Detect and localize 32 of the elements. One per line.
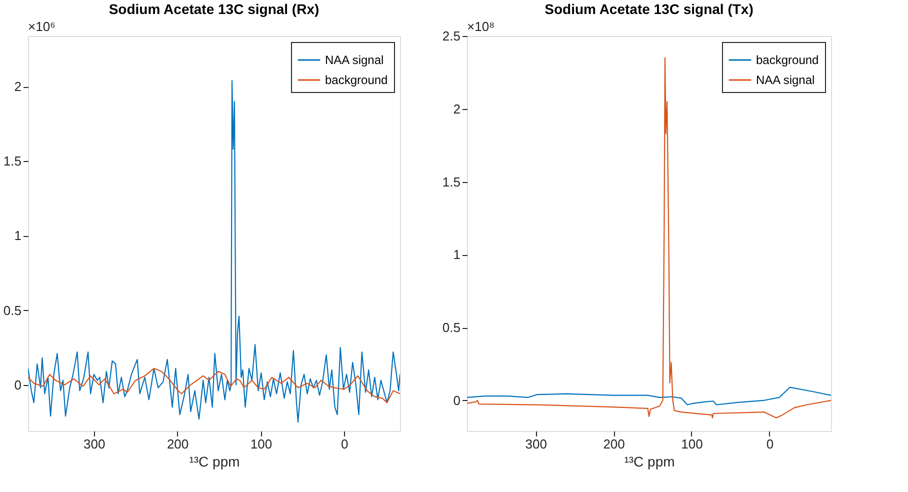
- legend-label: background: [756, 53, 819, 67]
- y-tick-label: 1.5: [3, 154, 22, 169]
- chart-title: Sodium Acetate 13C signal (Tx): [544, 1, 754, 17]
- line-series: [467, 57, 831, 418]
- text: ×10⁸: [467, 19, 495, 34]
- y-tick-label: 2: [14, 79, 22, 94]
- line-series: [467, 386, 831, 406]
- x-axis-title: ¹³C ppm: [624, 454, 675, 470]
- x-tick-label: 300: [84, 436, 106, 452]
- y-tick-label: 0.5: [442, 320, 460, 336]
- x-tick-label: 0: [766, 436, 774, 452]
- x-tick-label: 0: [341, 436, 348, 452]
- x-tick-label: 200: [603, 436, 625, 452]
- text: ×10⁶: [28, 19, 56, 34]
- y-tick-label: 2.5: [442, 28, 460, 44]
- chart-title: Sodium Acetate 13C signal (Rx): [108, 1, 320, 17]
- y-tick-label: 1: [453, 247, 460, 262]
- y-tick-label: 1.5: [442, 174, 460, 190]
- x-tick-label: 300: [525, 436, 547, 452]
- legend-label: NAA signal: [756, 73, 815, 87]
- y-tick-label: 1: [14, 228, 22, 244]
- y-tick-label: 0: [14, 377, 22, 392]
- legend-label: NAA signal: [325, 53, 384, 67]
- x-tick-label: 200: [166, 436, 189, 452]
- x-tick-label: 100: [250, 436, 272, 452]
- line-series: [28, 368, 400, 404]
- y-tick-label: 0.5: [3, 302, 22, 318]
- x-axis-title: ¹³C ppm: [189, 454, 240, 470]
- y-tick-label: 0: [453, 392, 460, 408]
- x-tick-label: 100: [681, 436, 703, 452]
- legend-label: background: [325, 73, 388, 87]
- y-tick-label: 2: [453, 101, 460, 116]
